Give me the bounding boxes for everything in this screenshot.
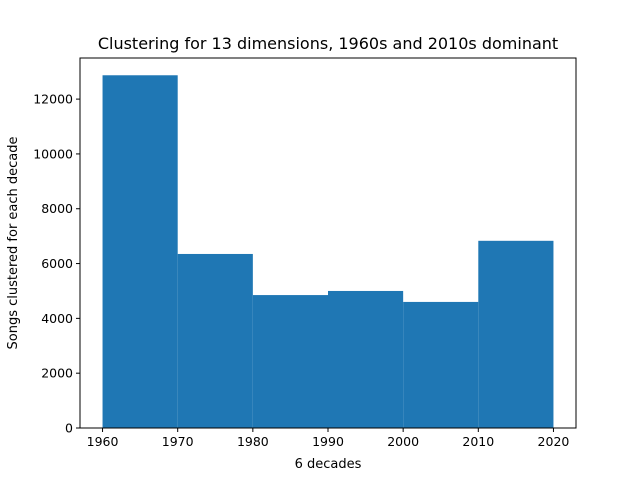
y-axis-label: Songs clustered for each decade <box>6 136 21 349</box>
x-tick-label: 2020 <box>538 434 570 449</box>
histogram-bar-1980 <box>252 295 328 428</box>
histogram-bar-1990 <box>328 290 404 428</box>
y-tick-label: 0 <box>65 421 73 436</box>
x-axis-label: 6 decades <box>295 457 362 472</box>
plot-frame <box>79 57 577 429</box>
histogram-bar-2000 <box>403 301 479 428</box>
x-tick-label: 1980 <box>237 434 269 449</box>
y-tick-label: 8000 <box>41 201 73 216</box>
histogram-bar-2010 <box>478 240 554 428</box>
bars-group <box>102 75 554 429</box>
histogram-bar-1970 <box>177 253 253 428</box>
x-tick-label: 2000 <box>387 434 419 449</box>
x-tick-label: 1960 <box>87 434 119 449</box>
y-tick-label: 12000 <box>33 92 73 107</box>
y-tick-label: 10000 <box>33 146 73 161</box>
y-tick-label: 4000 <box>41 311 73 326</box>
x-tick-label: 1970 <box>162 434 194 449</box>
x-axis-ticks: 1960 1970 1980 1990 2000 2010 2020 <box>87 428 570 449</box>
y-tick-label: 2000 <box>41 366 73 381</box>
y-tick-label: 6000 <box>41 256 73 271</box>
y-axis-ticks: 0 2000 4000 6000 8000 10000 12000 <box>33 92 80 436</box>
chart-title: Clustering for 13 dimensions, 1960s and … <box>98 34 558 53</box>
histogram-bar-1960 <box>102 75 178 429</box>
x-tick-label: 2010 <box>462 434 494 449</box>
x-tick-label: 1990 <box>312 434 344 449</box>
